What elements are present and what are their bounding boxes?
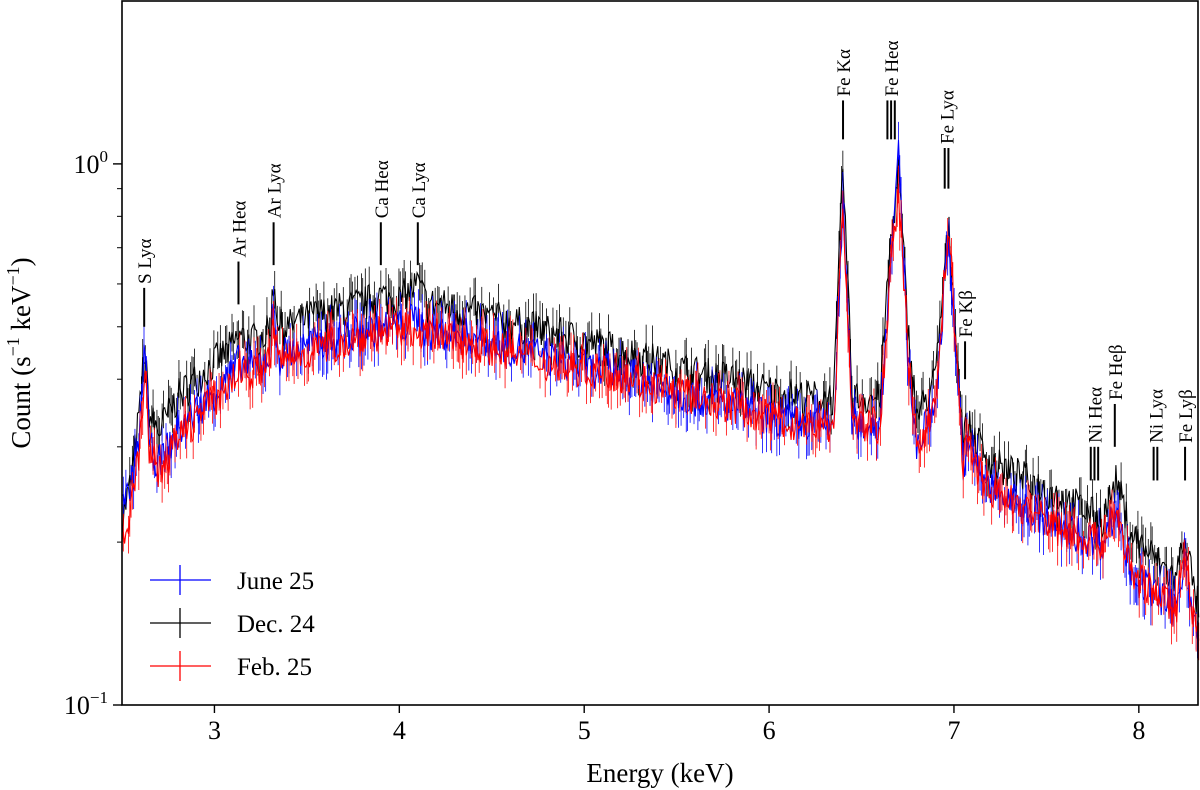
series-feb-25 bbox=[121, 165, 1200, 661]
legend-item-feb-25: Feb. 25 bbox=[150, 651, 312, 681]
plot-frame bbox=[121, 0, 1199, 706]
annotation-fe-he-: Fe Heα bbox=[882, 41, 903, 140]
axes: 3 4 5 6 7 8 100 10−1 bbox=[64, 0, 1199, 745]
annotation-label: Fe Lyβ bbox=[1176, 389, 1197, 442]
annotation-ni-he-: Ni Heα bbox=[1085, 387, 1106, 481]
legend-item-dec-24: Dec. 24 bbox=[150, 608, 315, 638]
annotation-s-ly-: S Lyα bbox=[135, 239, 156, 327]
annotation-label: Ar Lyα bbox=[265, 163, 286, 218]
annotation-label: Fe Kβ bbox=[956, 290, 977, 337]
legend-label: Feb. 25 bbox=[237, 654, 312, 681]
x-tick-label: 6 bbox=[763, 716, 776, 745]
annotation-ca-he-: Ca Heα bbox=[372, 160, 393, 266]
legend-label: Dec. 24 bbox=[237, 611, 315, 638]
annotation-fe-he-: Fe Heβ bbox=[1106, 344, 1127, 447]
x-tick-label: 8 bbox=[1132, 716, 1145, 745]
legend: June 25 Dec. 24 Feb. 25 bbox=[150, 565, 315, 681]
line-annotations: S Lyα Ar Heα Ar Lyα Ca Heα Ca Lyα Fe Kα Fe Heα… bbox=[135, 41, 1197, 481]
annotation-label: Fe Kα bbox=[834, 49, 855, 96]
series-layer bbox=[121, 121, 1200, 661]
annotation-ca-ly-: Ca Lyα bbox=[409, 162, 430, 266]
y-tick-label: 10−1 bbox=[64, 688, 108, 720]
legend-item-june-25: June 25 bbox=[150, 565, 314, 595]
annotation-label: Fe Heα bbox=[882, 41, 903, 97]
annotation-label: Ca Heα bbox=[372, 160, 393, 218]
annotation-ni-ly-: Ni Lyα bbox=[1146, 389, 1167, 481]
x-axis-label: Energy (keV) bbox=[586, 758, 733, 788]
annotation-label: Ar Heα bbox=[229, 201, 250, 258]
x-tick-label: 3 bbox=[208, 716, 221, 745]
annotation-fe-k-: Fe Kβ bbox=[956, 290, 977, 380]
annotation-label: Fe Lyα bbox=[938, 90, 959, 144]
annotation-fe-k-: Fe Kα bbox=[834, 49, 855, 140]
annotation-label: Ni Heα bbox=[1085, 387, 1106, 443]
x-tick-label: 7 bbox=[947, 716, 960, 745]
annotation-label: S Lyα bbox=[135, 239, 156, 284]
annotation-ar-ly-: Ar Lyα bbox=[265, 163, 286, 266]
y-axis-label: Count (s−1 keV−1) bbox=[3, 257, 36, 448]
annotation-label: Fe Heβ bbox=[1106, 344, 1127, 400]
annotation-label: Ca Lyα bbox=[409, 162, 430, 218]
annotation-label: Ni Lyα bbox=[1146, 389, 1167, 443]
y-tick-label: 100 bbox=[74, 147, 109, 179]
x-tick-label: 4 bbox=[393, 716, 406, 745]
series-line bbox=[121, 183, 1200, 641]
annotation-fe-ly-: Fe Lyα bbox=[938, 90, 959, 189]
legend-label: June 25 bbox=[237, 568, 314, 595]
x-tick-label: 5 bbox=[578, 716, 591, 745]
annotation-ar-he-: Ar Heα bbox=[229, 201, 250, 305]
series-line bbox=[121, 157, 1200, 618]
annotation-fe-ly-: Fe Lyβ bbox=[1176, 389, 1197, 481]
